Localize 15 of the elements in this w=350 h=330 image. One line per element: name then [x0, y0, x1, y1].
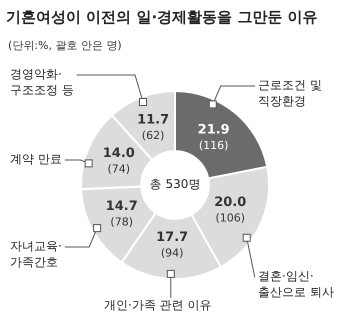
data-label: 20.0 (106)	[214, 194, 246, 224]
data-label: 14.0 (74)	[102, 146, 135, 176]
slice-label: 결혼·임신· 출산으로 퇴사	[258, 269, 334, 300]
data-label: 17.7 (94)	[156, 230, 188, 260]
data-label: 11.7 (62)	[137, 112, 170, 142]
slice-label: 자녀교육· 가족간호	[10, 239, 62, 270]
slice-label: 경영악화· 구조조정 등	[10, 67, 74, 98]
data-label: 21.9 (116)	[198, 122, 230, 152]
text: 총 530명	[150, 177, 200, 192]
chart-subtitle: (단위:%, 괄호 안은 명)	[8, 38, 122, 52]
slice-label: 근로조건 및 직장환경	[258, 78, 322, 108]
chart-title: 기혼여성이 이전의 일·경제활동을 그만둔 이유	[6, 8, 318, 26]
slice-label: 계약 만료	[10, 152, 62, 166]
slice-label: 개인·가족 관련 이유	[104, 298, 212, 312]
data-label: 14.7 (78)	[106, 198, 138, 228]
